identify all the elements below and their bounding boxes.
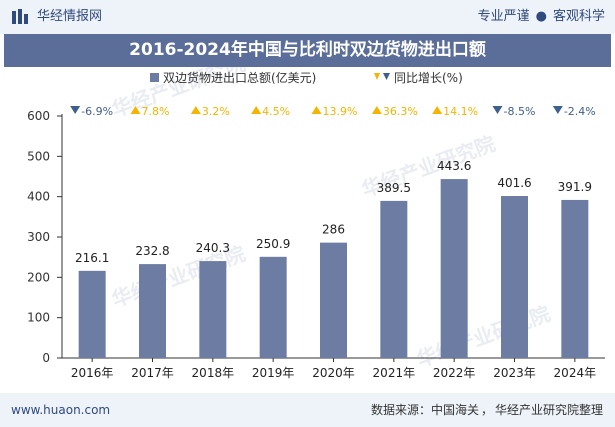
growth-up-marker: [311, 106, 322, 114]
growth-down-marker: [70, 106, 81, 114]
slogan-dot: ●: [535, 9, 547, 24]
bar-value-label: 216.1: [75, 251, 109, 265]
y-tick-label: 100: [27, 311, 50, 325]
growth-label: 36.3%: [383, 105, 418, 118]
slogan-right: 客观科学: [552, 9, 605, 24]
growth-up-marker: [190, 106, 201, 114]
bar-value-label: 240.3: [196, 241, 230, 255]
x-tick-label: 2018年: [192, 366, 235, 380]
x-tick-label: 2019年: [252, 366, 295, 380]
legend-label-growth: 同比增长(%): [394, 71, 463, 85]
slogan-left: 专业严谨: [477, 9, 530, 24]
x-tick-label: 2024年: [554, 366, 597, 380]
bar-total: [380, 200, 408, 358]
data-source: 数据来源：中国海关，华经产业研究院整理: [371, 402, 603, 418]
growth-label: -6.9%: [81, 105, 113, 118]
source-b: 华经产业研究院整理: [494, 403, 603, 417]
bar-total: [199, 261, 227, 358]
bar-value-label: 250.9: [256, 237, 290, 251]
growth-down-marker: [492, 106, 503, 114]
x-tick-label: 2016年: [71, 366, 114, 380]
x-tick-label: 2022年: [433, 366, 476, 380]
growth-label: -8.5%: [504, 105, 536, 118]
bar-value-label: 286: [322, 223, 345, 237]
y-tick-label: 400: [27, 190, 50, 204]
y-tick-label: 200: [27, 270, 50, 284]
growth-label: -2.4%: [564, 105, 596, 118]
y-tick-label: 500: [27, 149, 50, 163]
footer-bar: www.huaon.com 数据来源：中国海关，华经产业研究院整理: [0, 393, 615, 427]
slogan: 专业严谨 ● 客观科学: [478, 8, 605, 26]
huajing-logo-icon: [12, 9, 28, 24]
growth-up-marker: [251, 106, 262, 114]
growth-up-marker: [371, 106, 382, 114]
y-tick-label: 600: [27, 109, 50, 123]
y-tick-label: 0: [42, 351, 50, 365]
y-tick-label: 300: [27, 230, 50, 244]
title-bar: 2016-2024年中国与比利时双边货物进出口额: [4, 34, 611, 67]
legend-up-marker: [374, 73, 380, 80]
growth-down-marker: [552, 106, 563, 114]
growth-label: 3.2%: [202, 105, 230, 118]
bar-total: [501, 196, 528, 358]
bar-total: [561, 199, 589, 358]
bar-value-label: 401.6: [497, 176, 531, 190]
watermark-text: 华经产业研究院: [414, 301, 554, 371]
growth-up-marker: [432, 106, 443, 114]
bar-value-label: 443.6: [437, 159, 471, 173]
bar-value-label: 232.8: [135, 244, 169, 258]
brand-name: 华经情报网: [37, 9, 103, 24]
bar-value-label: 389.5: [377, 181, 411, 195]
legend-swatch-total: [150, 73, 159, 82]
legend-down-marker: [383, 73, 390, 80]
x-tick-label: 2020年: [312, 366, 355, 380]
growth-up-marker: [130, 106, 141, 114]
bar-total: [78, 270, 106, 358]
bar-total: [440, 179, 468, 358]
growth-label: 13.9%: [323, 105, 358, 118]
bar-total: [139, 264, 166, 358]
growth-label: 4.5%: [262, 105, 290, 118]
bar-total: [320, 242, 347, 358]
x-tick-label: 2021年: [373, 366, 416, 380]
source-a: 中国海关: [430, 403, 479, 417]
source-separator: ，: [480, 403, 493, 417]
growth-label: 7.8%: [142, 105, 170, 118]
x-tick-label: 2017年: [131, 366, 174, 380]
source-label: 数据来源：: [370, 403, 431, 417]
website-link[interactable]: www.huaon.com: [11, 403, 111, 417]
bar-value-label: 391.9: [558, 180, 592, 194]
growth-label: 14.1%: [443, 105, 478, 118]
top-bar: 华经情报网 专业严谨 ● 客观科学: [0, 0, 615, 34]
bar-total: [259, 256, 287, 358]
legend-label-total: 双边货物进出口总额(亿美元): [163, 70, 316, 85]
chart-title: 2016-2024年中国与比利时双边货物进出口额: [129, 40, 486, 60]
x-tick-label: 2023年: [493, 366, 536, 380]
bar-chart: 华经产业研究院华经产业研究院华经产业研究院华经产业研究院双边货物进出口总额(亿美…: [27, 67, 605, 380]
